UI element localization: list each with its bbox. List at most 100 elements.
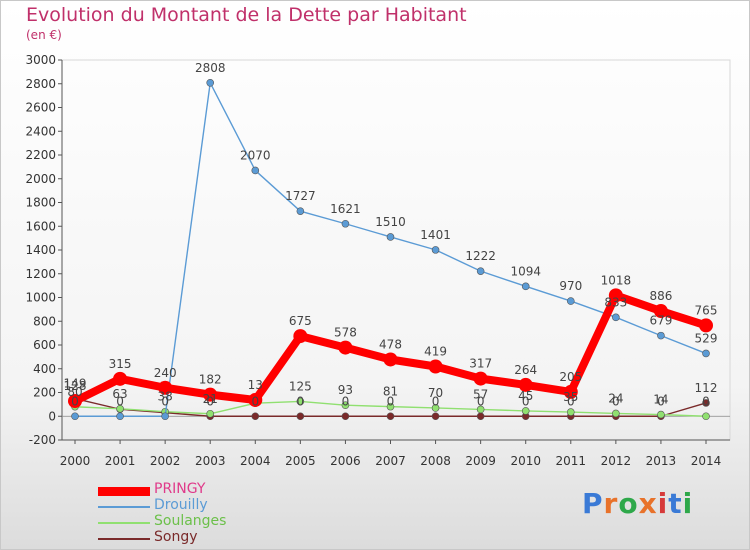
y-tick-label: -200 [29, 433, 56, 447]
logo-letter: i [682, 487, 694, 520]
data-point [702, 349, 710, 358]
data-label: 529 [695, 331, 718, 345]
x-tick-label: 2003 [195, 454, 226, 468]
data-point [251, 166, 260, 175]
data-point [296, 397, 305, 406]
data-point [702, 412, 710, 421]
data-label: 240 [154, 366, 177, 380]
y-tick-label: 1600 [25, 219, 56, 233]
x-tick-label: 2007 [375, 454, 406, 468]
y-tick-label: 1400 [25, 243, 56, 257]
data-label: 1727 [285, 189, 316, 203]
data-point [71, 412, 79, 421]
legend-label: Songy [154, 529, 198, 545]
legend-label: Drouilly [154, 497, 208, 513]
chart-subtitle: (en €) [26, 28, 62, 42]
data-label: 0 [432, 394, 440, 408]
data-point [431, 412, 440, 421]
y-tick-label: 2200 [25, 148, 56, 162]
logo-letter: P [582, 487, 604, 520]
data-point [476, 412, 485, 421]
legend-swatch [98, 538, 150, 540]
x-tick-label: 2005 [285, 454, 316, 468]
logo-letter: x [638, 487, 658, 520]
data-label: 0 [657, 394, 665, 408]
data-point [431, 246, 440, 254]
legend-item-songy: Songy [98, 529, 318, 547]
y-tick-label: 600 [33, 338, 56, 352]
data-label: 679 [649, 314, 672, 328]
y-tick-label: 2000 [25, 172, 56, 186]
proxiti-logo: Proxiti [582, 487, 693, 520]
x-tick-label: 2011 [556, 454, 587, 468]
data-label: 182 [199, 373, 222, 387]
data-point [203, 387, 218, 402]
data-label: 0 [702, 394, 710, 408]
y-tick-label: 2400 [25, 124, 56, 138]
data-label: 112 [695, 381, 718, 395]
data-point [431, 404, 440, 412]
data-point [206, 409, 215, 418]
data-label: 0 [206, 394, 214, 408]
data-point [341, 401, 350, 410]
y-tick-label: 800 [33, 314, 56, 328]
data-label: 14 [653, 393, 668, 407]
x-tick-label: 2000 [60, 454, 91, 468]
legend-label: PRINGY [154, 481, 206, 497]
logo-letter: r [603, 487, 619, 520]
data-point [521, 282, 530, 291]
data-point [113, 371, 128, 386]
data-label: 0 [251, 394, 259, 408]
data-point [293, 329, 308, 344]
data-label: 21 [203, 392, 218, 406]
x-tick-label: 2004 [240, 454, 271, 468]
data-label: 1401 [420, 228, 451, 242]
chart-title: Evolution du Montant de la Dette par Hab… [26, 4, 467, 26]
data-point [383, 352, 398, 367]
x-tick-label: 2014 [691, 454, 722, 468]
data-label: 0 [297, 394, 305, 408]
data-point [161, 412, 169, 421]
data-point [608, 288, 623, 303]
data-point [386, 233, 395, 241]
data-label: 0 [612, 394, 620, 408]
data-label: 57 [473, 387, 488, 401]
data-label: 0 [522, 394, 530, 408]
data-point [158, 380, 173, 395]
legend-item-drouilly: Drouilly [98, 497, 318, 515]
data-label: 1018 [601, 273, 632, 287]
y-tick-label: 1000 [25, 291, 56, 305]
data-point [341, 412, 350, 421]
legend-swatch [98, 486, 150, 496]
data-label: 205 [559, 370, 582, 384]
y-tick-label: 2600 [25, 101, 56, 115]
x-tick-label: 2008 [420, 454, 451, 468]
data-point [338, 340, 353, 355]
data-point [657, 410, 665, 419]
data-label: 80 [67, 385, 82, 399]
data-label: 70 [428, 386, 443, 400]
data-label: 578 [334, 326, 357, 340]
data-label: 45 [518, 389, 533, 403]
legend-item-pringy: PRINGY [98, 481, 318, 499]
data-point [296, 207, 305, 215]
y-tick-label: 400 [33, 362, 56, 376]
data-label: 24 [608, 391, 623, 405]
data-point [702, 399, 710, 407]
legend-swatch [98, 506, 150, 508]
data-point [566, 297, 575, 305]
logo-letter: i [657, 487, 669, 520]
data-point [116, 404, 124, 413]
data-label: 81 [383, 385, 398, 399]
legend-label: Soulanges [154, 513, 227, 529]
data-label: 833 [604, 295, 627, 309]
data-label: 35 [563, 390, 578, 404]
data-label: 0 [477, 394, 485, 408]
data-label: 970 [559, 279, 582, 293]
x-tick-label: 2012 [601, 454, 632, 468]
data-label: 0 [71, 394, 79, 408]
data-point [341, 219, 350, 228]
data-point [428, 359, 443, 374]
